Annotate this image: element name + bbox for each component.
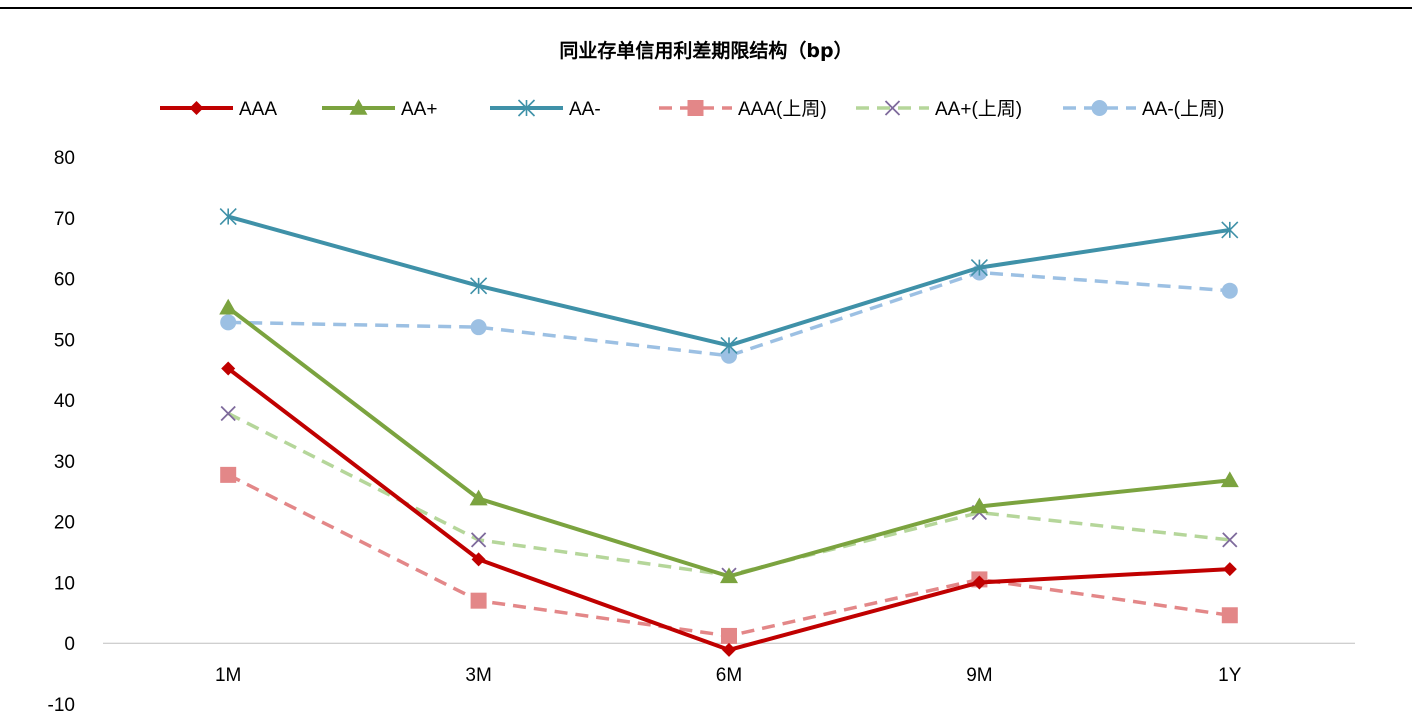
series-aa — [219, 207, 1239, 354]
legend-item-aa-last-week: AA-(上周) — [1063, 98, 1224, 120]
y-tick-label: 50 — [54, 330, 75, 351]
data-point-aaa — [1222, 562, 1237, 577]
data-point-aa-last-week — [721, 347, 737, 364]
data-point-aa — [219, 207, 237, 226]
legend-label-aa-last-week: AA-(上周) — [1142, 98, 1224, 120]
legend-marker-aaa — [189, 101, 204, 115]
series-aaa — [221, 361, 1237, 657]
data-point-aa-plus — [219, 298, 238, 315]
data-point-aa — [970, 259, 988, 277]
data-point-aa-plus-last-week — [470, 532, 487, 548]
legend-item-aa-plus: AA+ — [322, 99, 437, 120]
top-rule — [0, 7, 1412, 9]
legend-item-aaa: AAA — [160, 99, 277, 120]
data-point-aa-plus — [469, 489, 488, 506]
data-point-aa-plus — [1220, 471, 1239, 488]
legend: AAA AA+ AA- AAA(上周) AA+(上周) AA-(上周) — [160, 98, 1224, 120]
data-point-aa — [470, 277, 488, 295]
data-point-aa — [720, 336, 738, 354]
data-point-aaa — [471, 552, 486, 567]
data-point-aaa — [722, 642, 736, 657]
chart-title: 同业存单信用利差期限结构（bp） — [559, 40, 853, 62]
y-tick-label: 70 — [54, 209, 75, 230]
data-point-aa-plus — [720, 567, 738, 584]
data-point-aa-last-week — [470, 319, 487, 336]
data-point-aaa-last-week — [470, 592, 487, 609]
x-tick-label: 3M — [465, 665, 491, 686]
legend-marker-aaa-last-week — [687, 100, 704, 116]
y-tick-label: 40 — [54, 391, 75, 412]
x-tick-label: 9M — [966, 665, 992, 686]
data-point-aaa-last-week — [1221, 607, 1238, 624]
x-tick-label: 6M — [716, 665, 742, 686]
data-point-aa-last-week — [220, 314, 237, 331]
data-point-aaa — [221, 361, 236, 376]
data-point-aa-plus-last-week — [1222, 532, 1238, 548]
legend-item-aa: AA- — [490, 99, 601, 120]
y-tick-label: 80 — [54, 148, 75, 169]
legend-marker-aa-last-week — [1091, 100, 1108, 116]
series-aa-plus — [219, 298, 1239, 584]
legend-marker-aa — [517, 99, 536, 117]
y-tick-label: 10 — [54, 573, 75, 594]
x-tick-label: 1M — [215, 665, 241, 686]
series-line-aaa-last-week — [227, 473, 1231, 638]
series-line-aaa — [226, 366, 1230, 652]
legend-marker-aa-plus-last-week — [884, 100, 901, 116]
series-layer — [219, 207, 1239, 657]
y-tick-label: 20 — [54, 513, 75, 534]
y-tick-label: 60 — [54, 270, 75, 291]
data-point-aaa-last-week — [220, 466, 237, 483]
y-tick-label: 0 — [64, 634, 75, 655]
legend-label-aa-plus: AA+ — [401, 99, 437, 120]
series-line-aa-last-week — [228, 270, 1230, 358]
data-point-aa-plus-last-week — [220, 405, 236, 422]
series-aaa-last-week — [220, 466, 1238, 644]
y-axis: -10 0 10 20 30 40 50 60 70 80 — [48, 148, 75, 716]
data-point-aaa-last-week — [721, 627, 737, 644]
data-point-aa — [1221, 221, 1239, 239]
legend-label-aaa: AAA — [239, 99, 277, 120]
legend-label-aaa-last-week: AAA(上周) — [738, 98, 827, 120]
y-tick-label: -10 — [48, 695, 75, 716]
legend-item-aaa-last-week: AAA(上周) — [659, 98, 827, 120]
legend-item-aa-plus-last-week: AA+(上周) — [856, 98, 1022, 120]
data-point-aa-plus — [970, 497, 989, 514]
x-tick-label: 1Y — [1218, 665, 1242, 686]
y-tick-label: 30 — [54, 452, 75, 473]
legend-label-aa-plus-last-week: AA+(上周) — [935, 98, 1022, 120]
data-point-aa-last-week — [1221, 282, 1238, 299]
legend-marker-aa-plus — [349, 99, 368, 115]
data-point-aaa — [972, 575, 987, 590]
legend-label-aa: AA- — [569, 99, 601, 120]
